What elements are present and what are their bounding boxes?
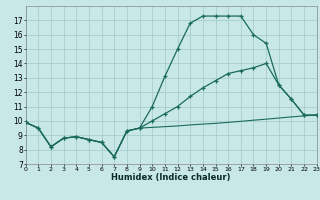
- X-axis label: Humidex (Indice chaleur): Humidex (Indice chaleur): [111, 173, 231, 182]
